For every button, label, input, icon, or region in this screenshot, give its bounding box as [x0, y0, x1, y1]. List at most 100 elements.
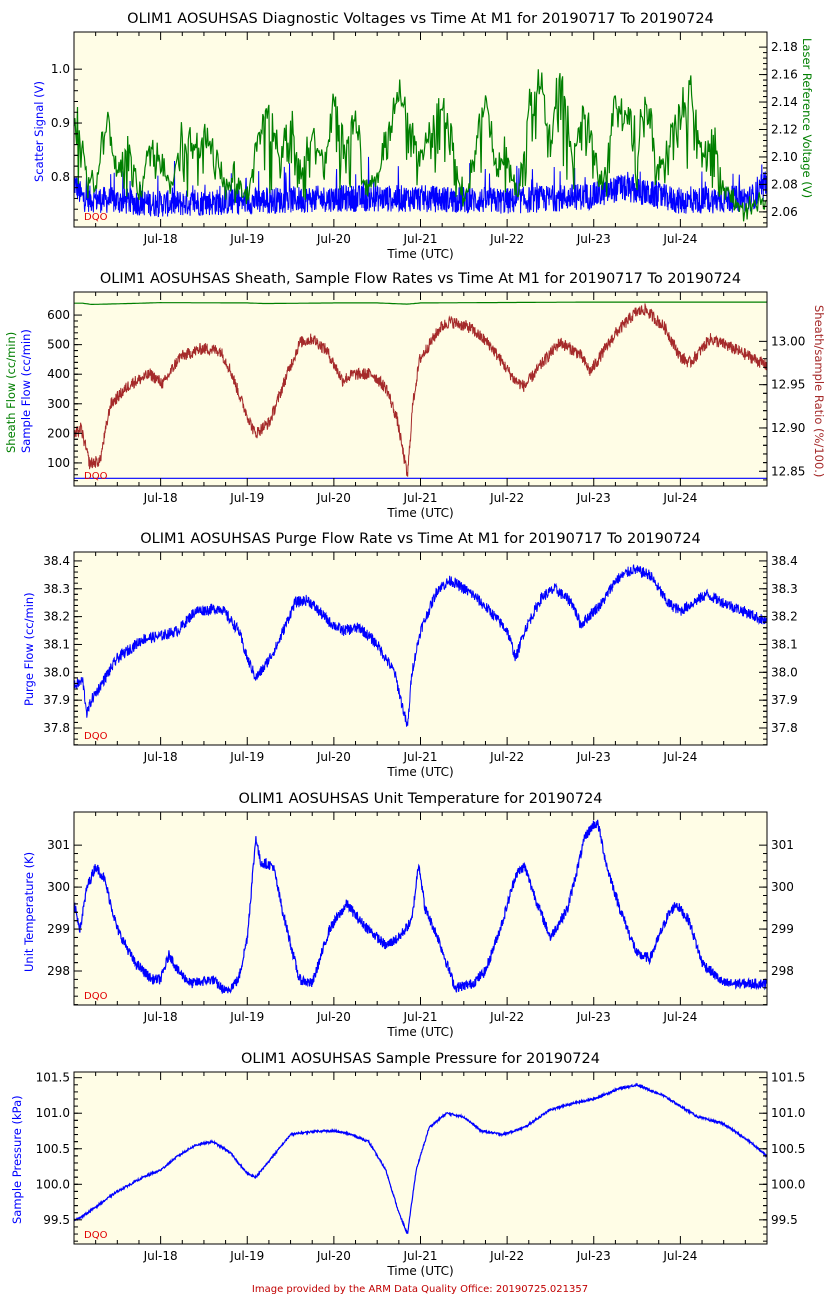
chart-1-x-tick-label: Jul-24	[662, 232, 697, 246]
chart-5-ylabel-left: Sample Pressure (kPa)	[10, 1095, 24, 1224]
chart-2-series-sheath-flow	[74, 301, 767, 305]
chart-2-x-tick-label: Jul-18	[143, 491, 178, 505]
chart-4-x-tick-label: Jul-19	[229, 1010, 264, 1024]
chart-5-x-tick-label: Jul-23	[576, 1249, 611, 1263]
chart-3-y-tick-label-right: 38.0	[771, 665, 798, 679]
chart-1-xlabel: Time (UTC)	[387, 247, 454, 261]
chart-3-y-tick-label-left: 37.9	[43, 693, 70, 707]
chart-5-x-tick-label: Jul-24	[662, 1249, 697, 1263]
chart-5-x-tick-label: Jul-19	[229, 1249, 264, 1263]
chart-1-x-tick-label: Jul-20	[316, 232, 351, 246]
chart-5-x-tick-label: Jul-18	[143, 1249, 178, 1263]
chart-3-y-tick-label-right: 38.2	[771, 610, 798, 624]
chart-4-x-tick-label: Jul-21	[402, 1010, 437, 1024]
chart-2-x-tick-label: Jul-20	[316, 491, 351, 505]
chart-3-ylabel-left: Purge Flow (cc/min)	[22, 592, 36, 706]
chart-5-y-tick-label-right: 99.5	[771, 1213, 798, 1227]
chart-4-ylabel-left: Unit Temperature (K)	[22, 851, 36, 972]
chart-4-y-tick-label-left: 301	[47, 838, 70, 852]
chart-5-y-tick-label-left: 99.5	[43, 1213, 70, 1227]
chart-4-y-tick-label-right: 299	[771, 922, 794, 936]
chart-5-y-tick-label-left: 100.5	[36, 1142, 70, 1156]
chart-3-y-tick-label-right: 38.1	[771, 637, 798, 651]
chart-5-y-tick-label-right: 101.5	[771, 1071, 805, 1085]
chart-3-x-tick-label: Jul-18	[143, 750, 178, 764]
chart-1-title: OLIM1 AOSUHSAS Diagnostic Voltages vs Ti…	[127, 11, 714, 27]
chart-4-x-tick-label: Jul-18	[143, 1010, 178, 1024]
chart-4-y-tick-label-left: 300	[47, 880, 70, 894]
chart-3-y-tick-label-left: 38.1	[43, 637, 70, 651]
chart-3-plot-area	[74, 552, 767, 745]
chart-1-y-tick-label-right: 2.18	[771, 40, 798, 54]
chart-5-y-tick-label-left: 100.0	[36, 1177, 70, 1191]
chart-3-x-tick-label: Jul-24	[662, 750, 697, 764]
chart-2-title: OLIM1 AOSUHSAS Sheath, Sample Flow Rates…	[99, 271, 742, 287]
chart-3-y-tick-label-right: 38.3	[771, 582, 798, 596]
chart-4-x-tick-label: Jul-23	[576, 1010, 611, 1024]
chart-2-y-tick-label-left: 100	[47, 456, 70, 470]
chart-3-title: OLIM1 AOSUHSAS Purge Flow Rate vs Time A…	[140, 531, 701, 547]
chart-4-series-unit-temperature	[73, 819, 768, 994]
chart-1-x-tick-label: Jul-23	[576, 232, 611, 246]
chart-4-plot-area	[74, 812, 767, 1005]
chart-5-y-tick-label-right: 100.5	[771, 1142, 805, 1156]
chart-5-y-tick-label-left: 101.5	[36, 1071, 70, 1085]
chart-2-y-tick-label-right: 12.90	[771, 421, 805, 435]
chart-1-ylabel-left: Scatter Signal (V)	[32, 81, 46, 182]
chart-1-x-tick-label: Jul-22	[489, 232, 524, 246]
chart-2-plot-area	[74, 292, 767, 486]
chart-1-y-tick-label-left: 0.8	[51, 170, 70, 184]
chart-5-title: OLIM1 AOSUHSAS Sample Pressure for 20190…	[241, 1051, 600, 1067]
chart-2-y-tick-label-right: 12.85	[771, 464, 805, 478]
chart-3-x-tick-label: Jul-23	[576, 750, 611, 764]
chart-3-y-tick-label-left: 38.3	[43, 582, 70, 596]
chart-3-y-tick-label-right: 38.4	[771, 554, 798, 568]
chart-2-xlabel: Time (UTC)	[387, 506, 454, 520]
chart-3-dqo-flag: DQO	[84, 731, 108, 742]
chart-2-y-tick-label-left: 300	[47, 397, 70, 411]
chart-1-y-tick-label-right: 2.16	[771, 68, 798, 82]
chart-1-dqo-flag: DQO	[84, 212, 108, 223]
chart-4-x-tick-label: Jul-24	[662, 1010, 697, 1024]
chart-3-y-tick-label-left: 37.8	[43, 721, 70, 735]
chart-5-plot-area	[74, 1072, 767, 1244]
footer-credit: Image provided by the ARM Data Quality O…	[251, 1284, 589, 1295]
chart-2-y-tick-label-left: 400	[47, 367, 70, 381]
chart-5-dqo-flag: DQO	[84, 1230, 108, 1241]
chart-4-y-tick-label-right: 300	[771, 880, 794, 894]
chart-1-y-tick-label-left: 1.0	[51, 62, 70, 76]
chart-2-ylabel-left2: Sample Flow (cc/min)	[19, 329, 33, 453]
chart-3-x-tick-label: Jul-22	[489, 750, 524, 764]
chart-3-y-tick-label-left: 38.2	[43, 610, 70, 624]
chart-5-y-tick-label-right: 101.0	[771, 1106, 805, 1120]
chart-2-series-sheath-sample-ratio	[73, 303, 768, 477]
chart-5-y-tick-label-right: 100.0	[771, 1177, 805, 1191]
chart-1-ylabel-right: Laser Reference Voltage (V)	[800, 38, 814, 199]
chart-2-x-tick-label: Jul-24	[662, 491, 697, 505]
chart-5-y-tick-label-left: 101.0	[36, 1106, 70, 1120]
chart-2-dqo-flag: DQO	[84, 471, 108, 482]
chart-3-x-tick-label: Jul-20	[316, 750, 351, 764]
chart-2-x-tick-label: Jul-21	[402, 491, 437, 505]
chart-4-title: OLIM1 AOSUHSAS Unit Temperature for 2019…	[238, 791, 603, 807]
chart-1-x-tick-label: Jul-21	[402, 232, 437, 246]
chart-1-y-tick-label-right: 2.12	[771, 123, 798, 137]
chart-1-y-tick-label-right: 2.10	[771, 150, 798, 164]
chart-1-x-tick-label: Jul-19	[229, 232, 264, 246]
chart-2-x-tick-label: Jul-22	[489, 491, 524, 505]
chart-5-series-sample-pressure	[73, 1082, 768, 1234]
chart-3-y-tick-label-left: 38.4	[43, 554, 70, 568]
chart-2-y-tick-label-right: 13.00	[771, 334, 805, 348]
chart-5-x-tick-label: Jul-22	[489, 1249, 524, 1263]
chart-5-x-tick-label: Jul-20	[316, 1249, 351, 1263]
chart-4-y-tick-label-left: 299	[47, 922, 70, 936]
chart-4-x-tick-label: Jul-20	[316, 1010, 351, 1024]
chart-4-xlabel: Time (UTC)	[387, 1025, 454, 1039]
chart-5-xlabel: Time (UTC)	[387, 1264, 454, 1278]
chart-3-x-tick-label: Jul-21	[402, 750, 437, 764]
chart-4-dqo-flag: DQO	[84, 991, 108, 1002]
chart-1-y-tick-label-right: 2.06	[771, 205, 798, 219]
chart-4-y-tick-label-left: 298	[47, 964, 70, 978]
chart-2-ylabel-left: Sheath Flow (cc/min)	[4, 331, 18, 453]
